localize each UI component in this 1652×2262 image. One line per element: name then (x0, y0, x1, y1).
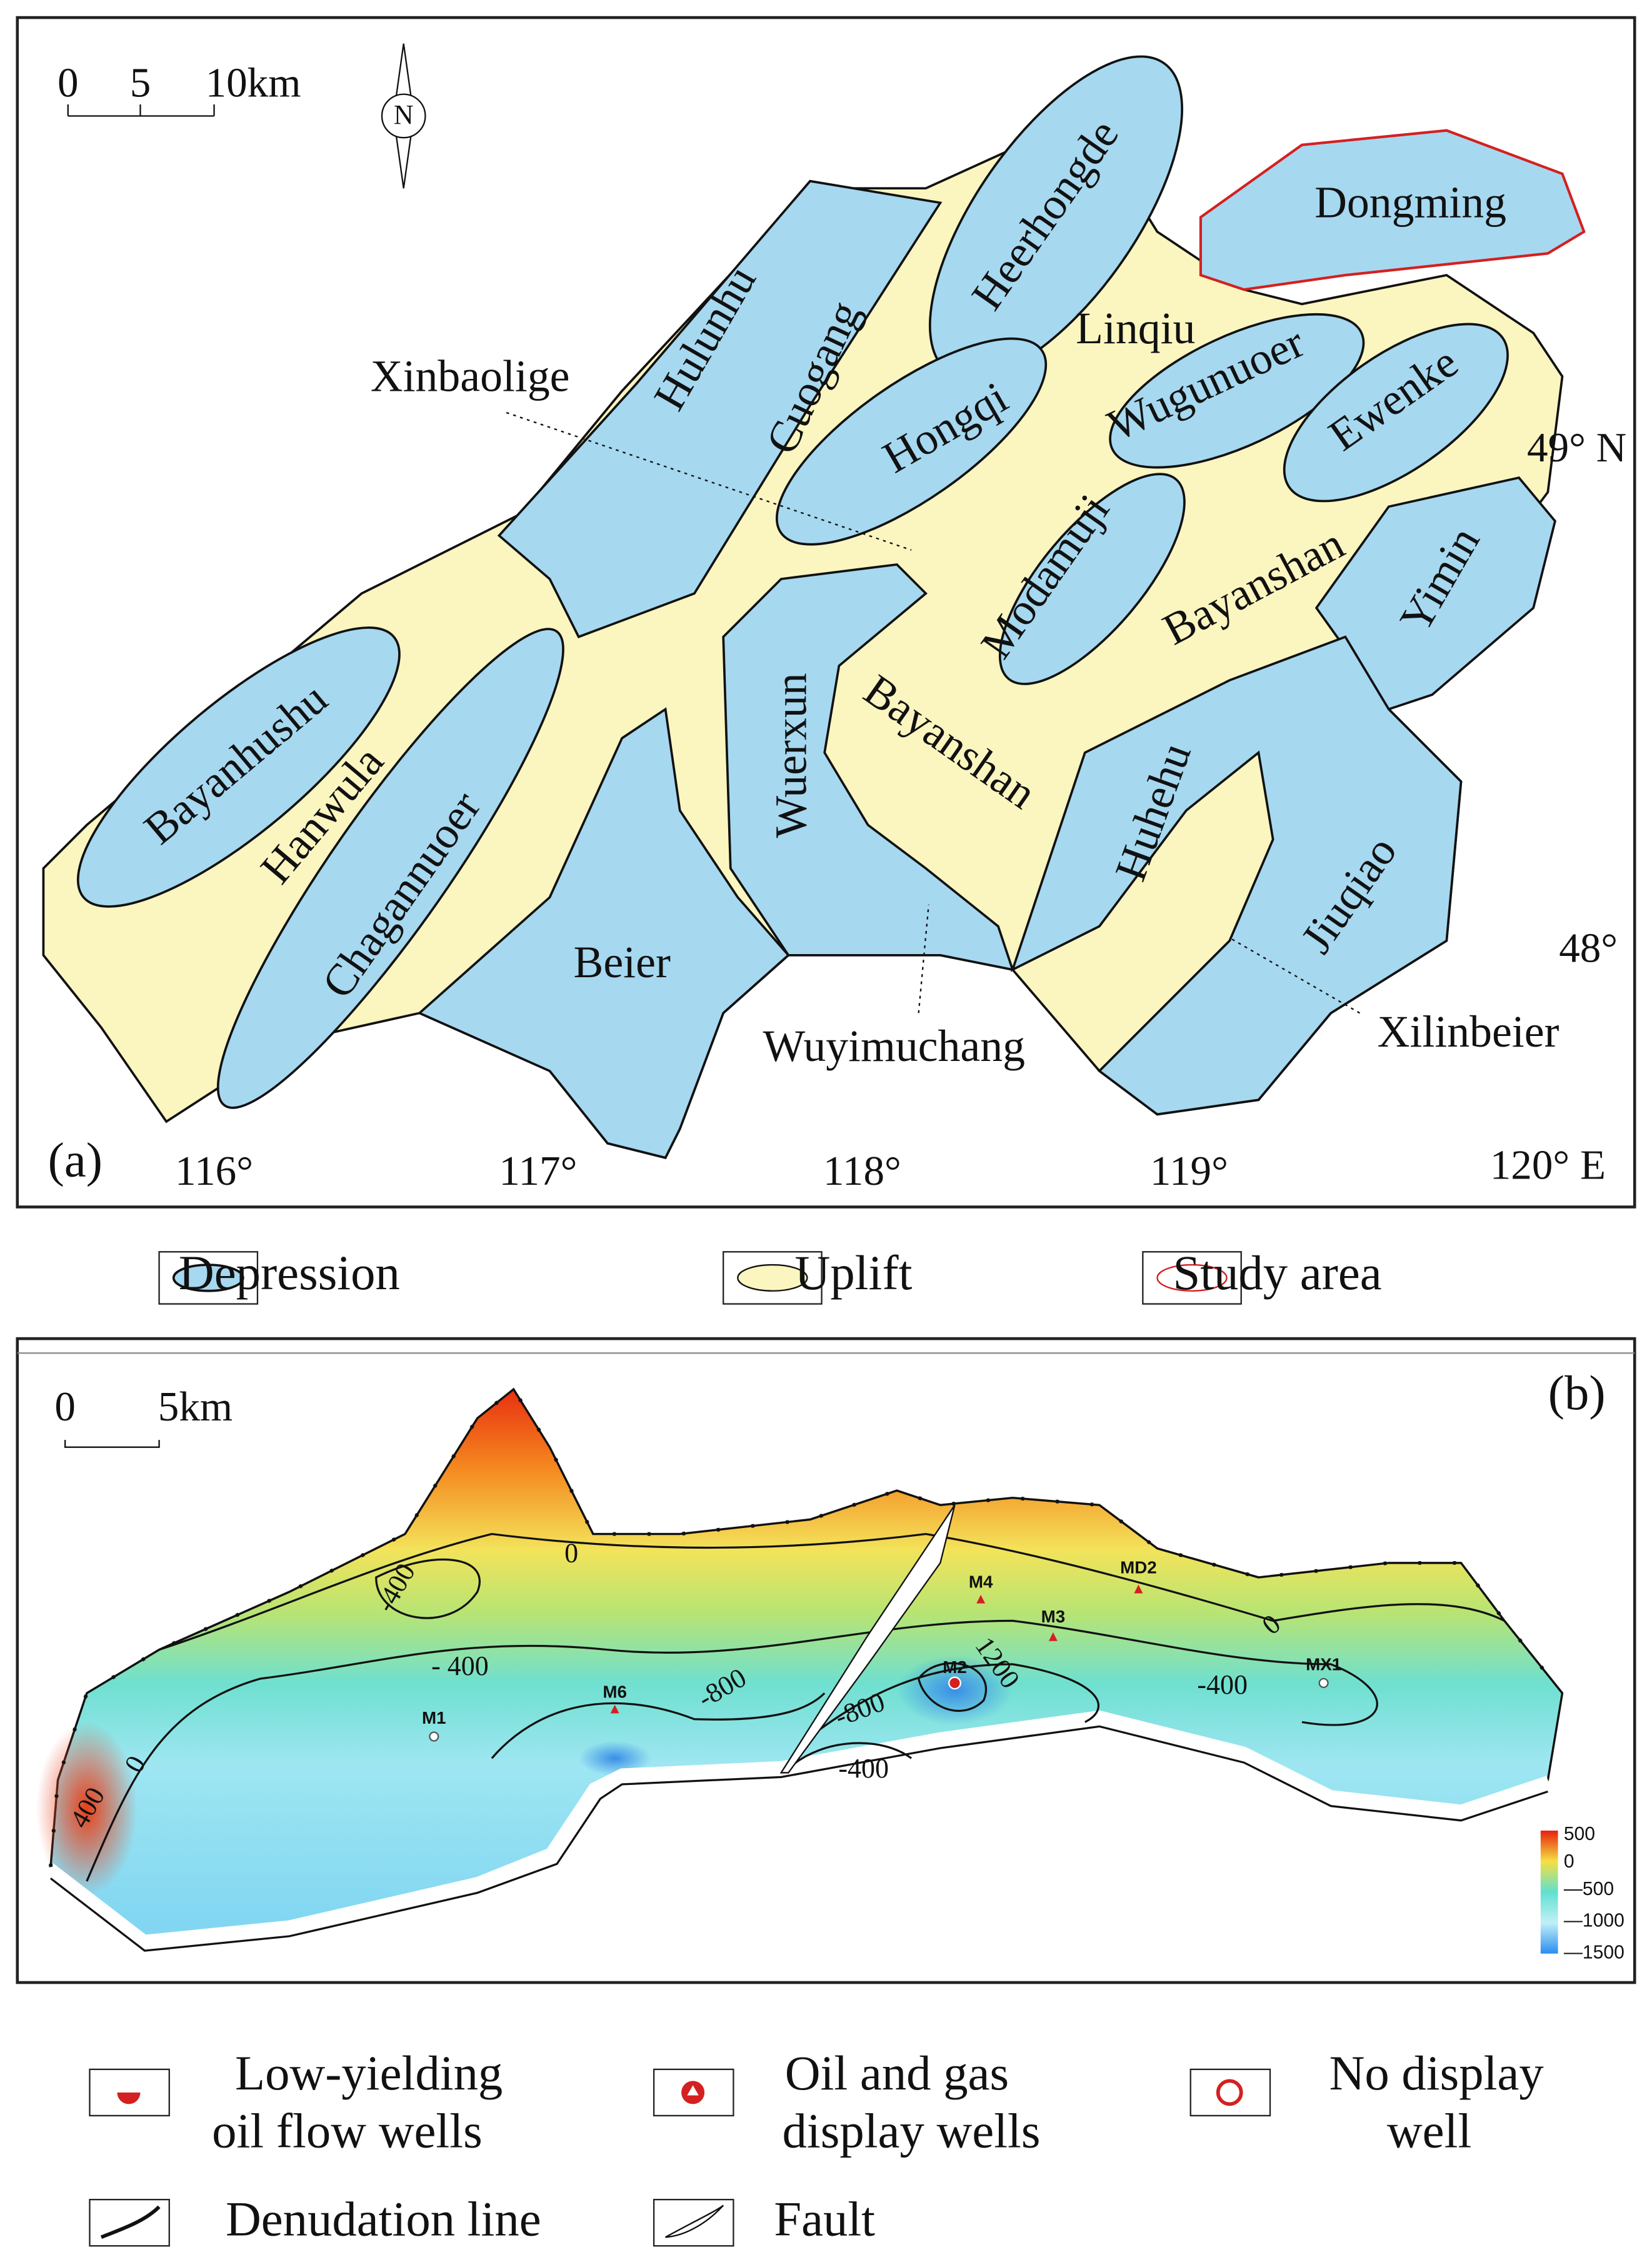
well-marker (1318, 1677, 1329, 1689)
longitude-label: 119° (1150, 1147, 1228, 1194)
longitude-label: 118° (823, 1147, 901, 1194)
scale-label: 0 (54, 1383, 76, 1430)
scale-label: 5km (158, 1383, 233, 1430)
legend-icon (737, 1264, 808, 1292)
region-label: Dongming (1314, 178, 1506, 228)
well-label: M6 (603, 1682, 627, 1701)
well-label: M2 (943, 1657, 967, 1677)
depression (216, 628, 564, 1109)
fault (779, 1504, 956, 1774)
legend-label: display wells (783, 2104, 1041, 2158)
legend-label: Low-yielding (235, 2046, 503, 2101)
panel-label: (a) (48, 1133, 103, 1187)
longitude-label: 116° (175, 1147, 253, 1194)
region-label: Linqiu (1076, 303, 1195, 353)
contour (86, 1619, 1378, 1882)
region-label: Beier (574, 937, 671, 987)
well-marker (976, 1594, 986, 1604)
depression (1283, 323, 1509, 503)
legend-label: well (1387, 2104, 1471, 2158)
callout-label: Xilinbeier (1378, 1007, 1559, 1057)
contour (159, 1532, 1505, 1651)
scale-label: 10km (206, 59, 301, 106)
longitude-label: 117° (499, 1147, 577, 1194)
well-label: M3 (1041, 1607, 1066, 1626)
contour-label: 0 (564, 1537, 578, 1568)
well-label: M4 (969, 1572, 993, 1592)
well-label: MX1 (1306, 1654, 1341, 1674)
legend-label: Uplift (795, 1246, 913, 1300)
colorbar (1540, 1830, 1558, 1954)
well-marker (429, 1731, 439, 1742)
panel-label: (b) (1548, 1366, 1606, 1420)
legend-label: Study area (1173, 1246, 1381, 1300)
boundary (48, 1710, 1549, 1944)
legend-icon (687, 2085, 699, 2096)
legend-label: Oil and gas (785, 2046, 1009, 2101)
well-marker (610, 1704, 619, 1714)
legend-label: Fault (774, 2193, 875, 2247)
legend-icon (100, 2205, 161, 2239)
legend-label: Denudation line (226, 2193, 541, 2247)
depression (497, 179, 943, 638)
depression (722, 563, 1014, 972)
region-label: Wuerxun (766, 673, 816, 838)
colorbar-label: 500 (1564, 1824, 1595, 1844)
well-marker (948, 1676, 961, 1690)
legend-label: oil flow wells (212, 2104, 483, 2158)
scale-label: 0 (58, 59, 79, 106)
colorbar-label: —1000 (1564, 1911, 1624, 1931)
contour (375, 1558, 481, 1619)
deep-zone (578, 1741, 651, 1776)
legend-icon (665, 2204, 724, 2238)
depression (998, 473, 1186, 685)
callout-label: Wuyimuchang (763, 1021, 1025, 1071)
depression (1109, 313, 1365, 469)
contour (809, 1663, 1100, 1737)
latitude-label: 49° N (1527, 424, 1626, 471)
callout-label: Xinbaolige (371, 351, 570, 401)
legend-label: No display (1329, 2046, 1544, 2101)
contour (788, 1742, 913, 1769)
depression (776, 337, 1048, 546)
depression (1314, 476, 1556, 711)
boundary-line (50, 1725, 1548, 1952)
contour (917, 1662, 987, 1712)
contour (491, 1692, 826, 1759)
depression (1010, 635, 1463, 1116)
colorbar-label: —500 (1564, 1879, 1614, 1899)
longitude-label: 120° E (1490, 1142, 1606, 1189)
study-area (1199, 129, 1586, 291)
depression (76, 626, 401, 908)
legend-icon (1156, 1264, 1228, 1292)
callout-line (506, 411, 912, 551)
legend-icon (1216, 2079, 1243, 2106)
contour-label: - 400 (431, 1651, 489, 1681)
scale-label: 5 (130, 59, 151, 106)
scale-bar (64, 1440, 160, 1448)
colorbar-label: 0 (1564, 1851, 1574, 1872)
legend-icon (117, 2081, 141, 2093)
well-marker (1134, 1584, 1143, 1594)
contour-label: -400 (838, 1753, 889, 1784)
high-zone (36, 1722, 138, 1896)
deep-zone (896, 1655, 1013, 1726)
well-label: M1 (422, 1708, 446, 1727)
legend-icon (172, 1264, 244, 1292)
north-circle (381, 93, 426, 139)
legend-label: Depression (179, 1246, 400, 1300)
colorbar-label: —1500 (1564, 1943, 1624, 1963)
latitude-label: 48° (1559, 925, 1618, 972)
well-marker (1048, 1632, 1058, 1641)
well-label: MD2 (1120, 1557, 1157, 1577)
contour-label: -400 (1197, 1669, 1248, 1700)
north-label: N (394, 99, 414, 130)
scale-bar (67, 104, 215, 117)
callout-line (1229, 937, 1361, 1014)
